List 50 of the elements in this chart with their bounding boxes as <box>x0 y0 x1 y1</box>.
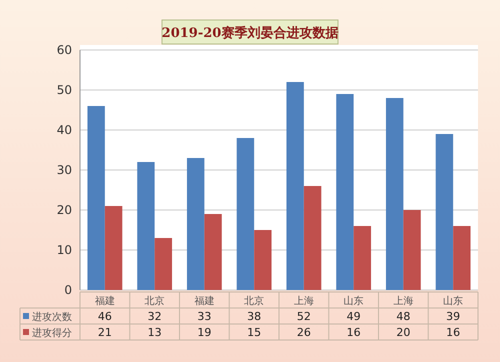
data-label: 32 <box>148 310 162 323</box>
bar <box>154 238 172 290</box>
x-tick-label: 山东 <box>344 295 364 307</box>
y-tick-label: 20 <box>56 203 72 217</box>
y-tick-label: 60 <box>56 43 72 57</box>
bar <box>403 210 421 290</box>
y-tick-label: 40 <box>56 123 72 137</box>
bar <box>286 82 304 290</box>
x-tick-label: 上海 <box>393 295 414 307</box>
data-label: 13 <box>148 326 162 339</box>
bar <box>137 162 155 290</box>
data-label: 52 <box>296 310 311 323</box>
x-tick-label: 上海 <box>294 295 314 307</box>
bar <box>304 186 322 290</box>
data-label: 15 <box>247 326 262 339</box>
legend-label: 进攻得分 <box>32 327 72 339</box>
bar <box>236 138 254 290</box>
bar <box>186 158 204 290</box>
y-tick-label: 10 <box>56 243 72 257</box>
data-label: 20 <box>396 326 410 339</box>
bar <box>204 214 222 290</box>
x-tick-label: 北京 <box>244 295 264 307</box>
chart-title: 2019-20赛季刘晏合进攻数据 <box>162 25 338 41</box>
data-label: 38 <box>247 310 262 323</box>
data-label: 21 <box>98 326 112 339</box>
data-label: 48 <box>396 310 410 323</box>
data-label: 39 <box>446 310 460 323</box>
y-tick-label: 0 <box>64 283 72 297</box>
bar <box>254 230 272 290</box>
legend-label: 进攻次数 <box>32 311 72 323</box>
data-label: 19 <box>197 326 212 339</box>
y-tick-label: 30 <box>56 163 72 177</box>
x-tick-label: 福建 <box>194 295 214 307</box>
bar <box>354 226 372 290</box>
data-label: 46 <box>98 310 112 323</box>
x-tick-label: 山东 <box>443 295 464 307</box>
bar <box>386 98 404 290</box>
bar <box>104 206 122 290</box>
bar <box>453 226 471 290</box>
bar <box>336 94 354 290</box>
data-label: 49 <box>346 310 361 323</box>
x-tick-label: 北京 <box>144 295 165 307</box>
bar <box>87 106 105 290</box>
data-label: 26 <box>296 326 311 339</box>
data-label: 16 <box>446 326 460 339</box>
data-label: 16 <box>346 326 361 339</box>
data-label: 33 <box>197 310 212 323</box>
bar <box>436 134 454 290</box>
x-tick-label: 福建 <box>94 295 115 307</box>
y-tick-label: 50 <box>56 83 72 97</box>
